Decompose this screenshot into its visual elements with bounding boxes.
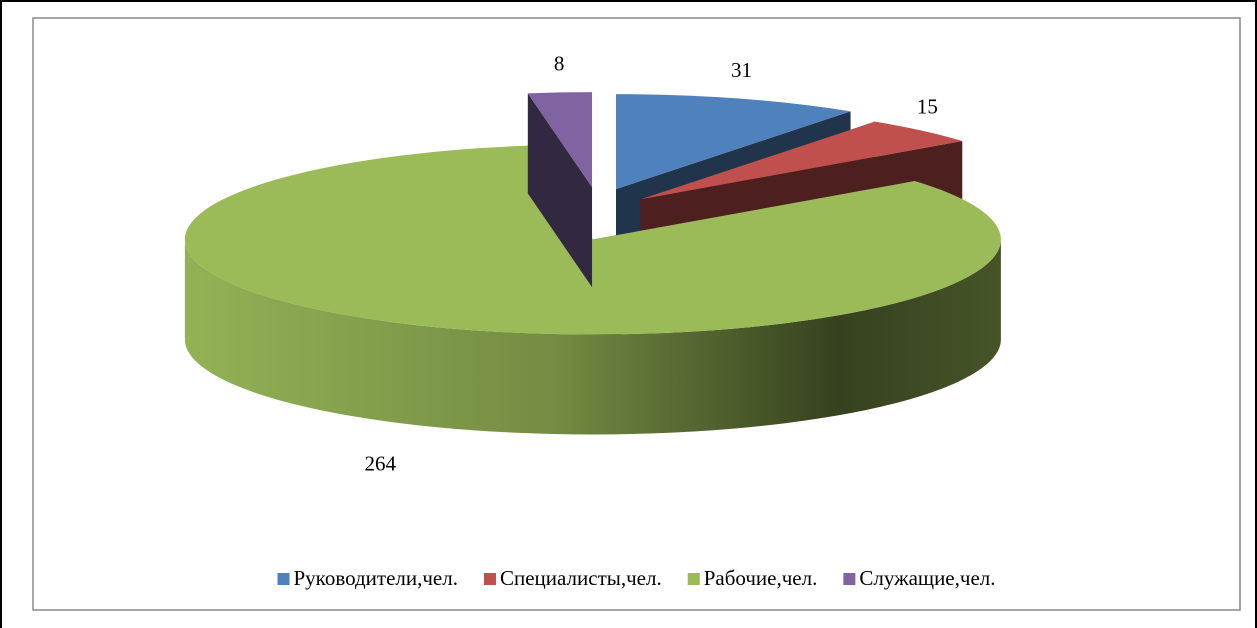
data-label: 31 <box>731 58 752 82</box>
data-label: 8 <box>554 51 565 75</box>
slice-side <box>184 239 1001 435</box>
slice-top <box>527 92 593 188</box>
pie-slice <box>527 92 593 288</box>
legend-label: Руководители,чел. <box>294 566 458 590</box>
legend-label: Рабочие,чел. <box>704 566 818 590</box>
legend-label: Служащие,чел. <box>859 566 995 590</box>
slice-top <box>615 94 851 190</box>
slice-wall <box>527 93 593 288</box>
legend-item: Руководители,чел. <box>277 566 458 590</box>
legend-item: Специалисты,чел. <box>483 566 662 590</box>
slice-top <box>640 121 963 200</box>
legend-label: Специалисты,чел. <box>500 566 662 590</box>
slice-top <box>184 145 1001 335</box>
legend-swatch <box>687 573 700 585</box>
legend-swatch <box>277 573 290 585</box>
legend-swatch <box>843 573 856 585</box>
legend-swatch <box>483 573 496 585</box>
data-label: 15 <box>917 95 938 119</box>
legend-item: Рабочие,чел. <box>687 566 818 590</box>
pie-slice <box>184 145 1001 435</box>
legend-item: Служащие,чел. <box>843 566 996 590</box>
legend: Руководители,чел. Специалисты,чел. Рабочие… <box>277 566 996 590</box>
data-label: 264 <box>365 451 397 475</box>
